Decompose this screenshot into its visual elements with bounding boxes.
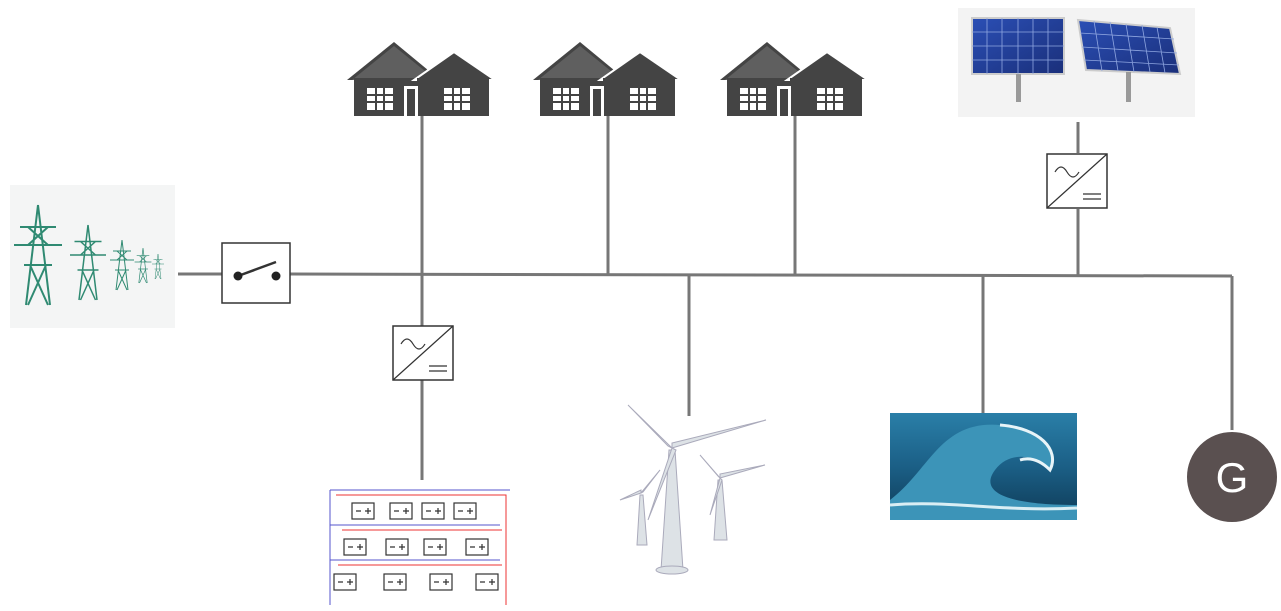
house: [346, 41, 496, 117]
ocean-wave: [889, 413, 1078, 520]
battery-bank: [329, 489, 510, 605]
solar-panels: [958, 8, 1195, 117]
house: [532, 41, 682, 117]
wiring: [178, 115, 1234, 480]
switch: [221, 242, 291, 304]
inverter: [1046, 153, 1108, 209]
generator: G: [1185, 430, 1279, 524]
inverter: [392, 325, 454, 381]
house: [719, 41, 869, 117]
transmission-towers: [10, 185, 175, 328]
wind-turbines: [619, 404, 767, 575]
generator-label: G: [1216, 454, 1249, 501]
